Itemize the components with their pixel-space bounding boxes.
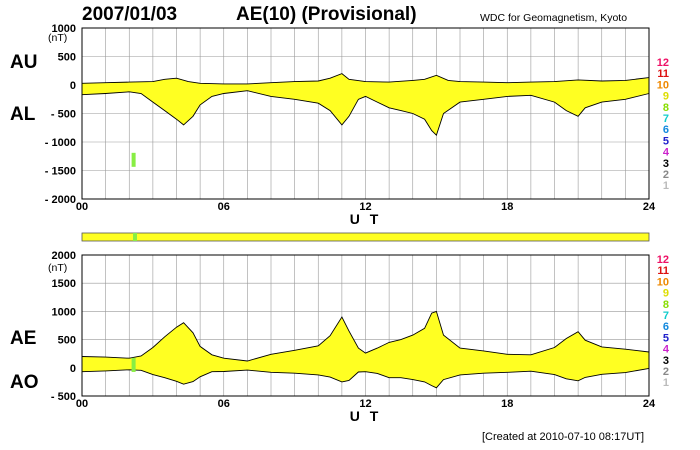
plot-frame <box>81 254 650 397</box>
x-tick-label: 12 <box>359 398 371 410</box>
x-tick-label: 00 <box>76 398 88 410</box>
x-tick-label: 24 <box>643 398 656 410</box>
x-axis-title: U T <box>350 211 382 227</box>
x-tick-label: 24 <box>643 201 656 213</box>
data-source: WDC for Geomagnetism, Kyoto <box>480 12 628 24</box>
y-tick-label: - 1000 <box>45 137 76 149</box>
chart-date: 2007/01/03 <box>82 4 178 25</box>
upper-label-au: AU <box>10 52 38 73</box>
station-count-label: 5 <box>663 135 669 147</box>
x-tick-label: 06 <box>218 398 230 410</box>
station-count-label: 4 <box>663 147 670 159</box>
station-change-marker <box>131 152 136 167</box>
x-tick-label: 18 <box>501 398 513 410</box>
station-bar-marker <box>133 233 137 241</box>
series-line-al <box>81 90 650 137</box>
station-count-label: 12 <box>657 57 669 69</box>
unit-label-bottom: (nT) <box>48 262 68 274</box>
station-count-label: 6 <box>663 124 669 136</box>
station-count-label: 6 <box>663 321 669 333</box>
created-timestamp: [Created at 2010-07-10 08:17UT] <box>482 431 645 443</box>
station-count-label: 8 <box>663 102 669 114</box>
station-bar <box>81 232 650 242</box>
station-count-label: 7 <box>663 310 669 322</box>
series-line-au <box>81 73 650 85</box>
envelope-area <box>82 311 649 388</box>
x-tick-label: 00 <box>76 201 88 213</box>
unit-label-top: (nT) <box>48 32 68 44</box>
y-tick-label: 1000 <box>52 23 76 35</box>
y-tick-label: 2000 <box>52 250 76 262</box>
station-count-label: 1 <box>663 377 669 389</box>
y-tick-label: 500 <box>58 52 76 64</box>
y-tick-label: - 500 <box>51 109 76 121</box>
station-count-label: 11 <box>657 265 669 277</box>
station-count-label: 2 <box>663 366 669 378</box>
station-count-label: 4 <box>663 344 670 356</box>
station-count-label: 7 <box>663 113 669 125</box>
y-tick-label: 1000 <box>52 306 76 318</box>
y-tick-label: - 500 <box>51 391 76 403</box>
lower-label-al: AL <box>10 104 36 125</box>
station-change-marker <box>131 357 136 372</box>
station-count-label: 8 <box>663 299 669 311</box>
station-count-label: 9 <box>663 91 669 103</box>
station-count-label: 2 <box>663 169 669 181</box>
y-tick-label: 1500 <box>52 278 76 290</box>
y-tick-label: 0 <box>70 363 76 375</box>
station-bar-strip <box>81 232 650 242</box>
y-tick-label: 0 <box>70 80 76 92</box>
y-tick-label: - 1500 <box>45 166 76 178</box>
station-count-label: 3 <box>663 158 669 170</box>
series-line-ao <box>81 367 650 389</box>
series-line-ae <box>81 310 650 362</box>
y-tick-label: 500 <box>58 335 76 347</box>
station-count-label: 10 <box>657 79 669 91</box>
x-tick-label: 18 <box>501 201 513 213</box>
station-count-label: 3 <box>663 355 669 367</box>
upper-label-ae: AE <box>10 328 37 349</box>
envelope-area <box>82 73 649 136</box>
x-tick-label: 06 <box>218 201 230 213</box>
station-count-label: 9 <box>663 288 669 300</box>
chart-title: AE(10) (Provisional) <box>236 4 417 25</box>
station-count-label: 10 <box>657 276 669 288</box>
y-tick-label: - 2000 <box>45 194 76 206</box>
plot-frame <box>81 27 650 200</box>
station-count-label: 11 <box>657 68 669 80</box>
lower-label-ao: AO <box>10 372 39 393</box>
station-count-label: 5 <box>663 332 669 344</box>
station-count-label: 1 <box>663 180 669 192</box>
x-tick-label: 12 <box>359 201 371 213</box>
station-count-label: 12 <box>657 254 669 266</box>
x-axis-title: U T <box>350 408 382 424</box>
